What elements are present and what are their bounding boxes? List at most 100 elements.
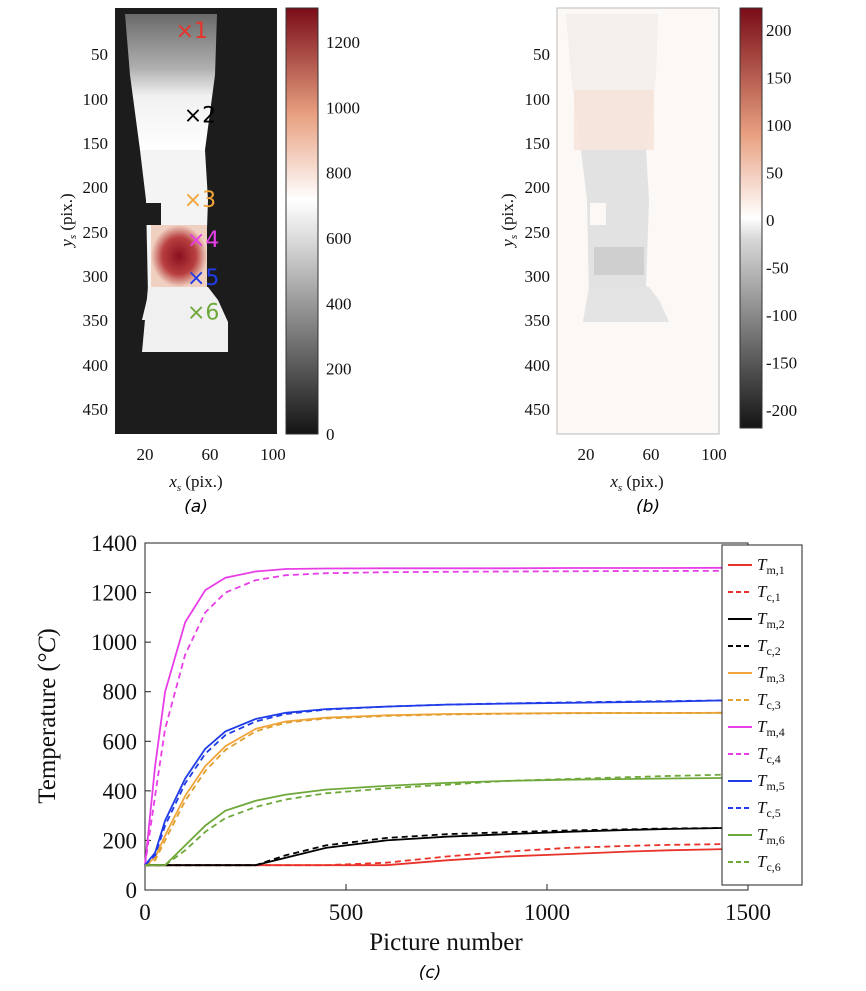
marker-6: ×6 [187, 301, 219, 326]
marker-4: ×4 [187, 228, 219, 253]
b-ytick-450: 450 [525, 400, 551, 419]
b-cbtick-2: -100 [766, 306, 797, 325]
b-ytick-250: 250 [525, 223, 551, 242]
c-xtick-label: 1000 [524, 900, 570, 925]
a-colorbar-bar [285, 7, 319, 435]
panel-a-markers: ×1 ×2 ×3 ×4 ×5 ×6 [176, 19, 220, 325]
series-line-10 [144, 699, 724, 866]
panel-c-series [144, 566, 724, 867]
b-ytick-50: 50 [533, 45, 550, 64]
b-ylabel: ys (pix.) [498, 193, 520, 248]
a-xtick-60: 60 [202, 445, 219, 464]
c-ytick-label: 1000 [91, 630, 137, 655]
panel-a-colorbar: 0 200 400 600 800 1000 1200 [285, 7, 360, 444]
c-ylabel: Temperature (°C) [34, 628, 61, 804]
a-ytick-350: 350 [83, 311, 109, 330]
legend-label-5: Tm,3 [757, 663, 785, 685]
a-xlabel: xs (pix.) [168, 472, 222, 494]
panel-b-colorbar: -200 -150 -100 -50 0 50 100 150 200 [739, 7, 797, 429]
a-cbtick-3: 600 [326, 229, 352, 248]
b-dark-band [594, 247, 644, 275]
c-legend-box [721, 544, 803, 886]
specimen-lower [142, 287, 228, 352]
b-ytick-300: 300 [525, 267, 551, 286]
a-ylabel: ys (pix.) [57, 193, 79, 248]
a-cbtick-2: 400 [326, 294, 352, 313]
c-legend-entries: Tm,1 Tc,1 Tm,2 Tc,2 Tm,3 Tc,3 Tm,4 Tc,4 Tm,5 Tc,5… [728, 555, 785, 874]
b-ytick-150: 150 [525, 134, 551, 153]
c-ytick-label: 800 [103, 680, 138, 705]
b-xlabel: xs (pix.) [609, 472, 663, 494]
c-xtick-label: 0 [139, 900, 151, 925]
series-line-8 [144, 569, 724, 866]
a-ytick-450: 450 [83, 400, 109, 419]
panel-c-ticks: 0 500 1000 1500 0 200 400 600 800 1000 1200 1400 [91, 531, 771, 925]
series-line-7 [144, 566, 724, 866]
c-ytick-label: 200 [103, 828, 138, 853]
panel-a: ×1 ×2 ×3 ×4 ×5 ×6 50 100 150 200 250 300 350 … [57, 7, 360, 517]
caption-a: (a) [184, 497, 208, 517]
c-ytick-label: 1400 [91, 531, 137, 556]
b-specimen-lower [583, 287, 669, 322]
c-ytick-label: 400 [103, 779, 138, 804]
c-ytick-label: 0 [126, 878, 138, 903]
legend-label-4: Tc,2 [757, 636, 781, 658]
b-colorbar-ticks: -200 -150 -100 -50 0 50 100 150 200 [766, 21, 797, 420]
b-xtick-100: 100 [701, 445, 727, 464]
c-xtick-label: 500 [329, 900, 364, 925]
legend-label-8: Tc,4 [757, 744, 781, 766]
a-xtick-20: 20 [137, 445, 154, 464]
panel-b-x-ticks: 20 60 100 [578, 445, 727, 464]
legend-label-2: Tc,1 [757, 582, 781, 604]
a-ytick-150: 150 [83, 134, 109, 153]
a-ytick-300: 300 [83, 267, 109, 286]
b-ytick-350: 350 [525, 311, 551, 330]
legend-label-1: Tm,1 [757, 555, 785, 577]
b-cbtick-3: -50 [766, 259, 789, 278]
a-ytick-250: 250 [83, 223, 109, 242]
b-ytick-400: 400 [525, 356, 551, 375]
legend-label-7: Tm,4 [757, 717, 785, 739]
b-cbtick-6: 100 [766, 116, 792, 135]
caption-b: (b) [636, 497, 660, 517]
b-xtick-20: 20 [578, 445, 595, 464]
b-cbtick-5: 50 [766, 164, 783, 183]
c-xtick-label: 1500 [725, 900, 771, 925]
panel-c-plot-area [144, 542, 749, 891]
b-colorbar-bar [739, 7, 763, 429]
panel-a-y-ticks: 50 100 150 200 250 300 350 400 450 [83, 45, 109, 419]
b-warm-band [574, 90, 654, 150]
marker-1: ×1 [176, 19, 208, 44]
marker-2: ×2 [184, 104, 216, 129]
b-ytick-100: 100 [525, 90, 551, 109]
c-ytick-label: 600 [103, 729, 138, 754]
b-xtick-60: 60 [643, 445, 660, 464]
series-line-11 [145, 777, 724, 867]
caption-c: (c) [419, 963, 442, 983]
series-line-6 [144, 711, 724, 867]
b-cbtick-7: 150 [766, 69, 792, 88]
a-cbtick-6: 1200 [326, 33, 360, 52]
b-cbtick-1: -150 [766, 354, 797, 373]
panel-a-specimen [115, 14, 228, 352]
legend-label-11: Tm,6 [757, 825, 785, 847]
legend-label-6: Tc,3 [757, 690, 781, 712]
b-cbtick-0: -200 [766, 401, 797, 420]
b-specimen-notch [590, 203, 606, 225]
b-cbtick-8: 200 [766, 21, 792, 40]
panel-b: 50 100 150 200 250 300 350 400 450 20 60… [498, 7, 797, 517]
panel-b-y-ticks: 50 100 150 200 250 300 350 400 450 [525, 45, 551, 419]
a-ytick-100: 100 [83, 90, 109, 109]
a-xtick-100: 100 [260, 445, 286, 464]
legend-label-3: Tm,2 [757, 609, 785, 631]
legend-label-9: Tm,5 [757, 771, 785, 793]
b-ytick-200: 200 [525, 178, 551, 197]
a-cbtick-4: 800 [326, 164, 352, 183]
a-cbtick-5: 1000 [326, 98, 360, 117]
b-cbtick-4: 0 [766, 211, 775, 230]
legend-label-10: Tc,5 [757, 798, 781, 820]
a-ytick-200: 200 [83, 178, 109, 197]
series-line-4 [145, 827, 724, 867]
a-ytick-50: 50 [91, 45, 108, 64]
